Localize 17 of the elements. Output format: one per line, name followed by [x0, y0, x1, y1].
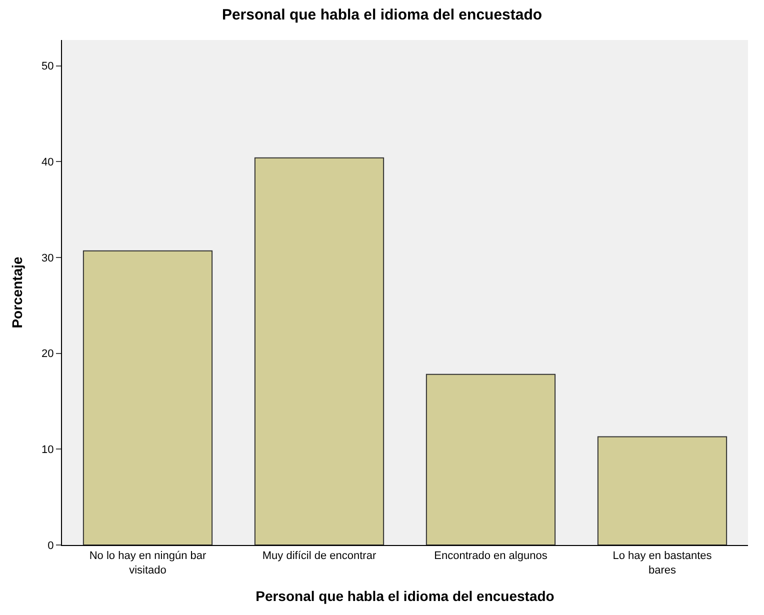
x-axis-title: Personal que habla el idioma del encuestado: [256, 588, 554, 604]
bar: [426, 374, 556, 545]
x-tick-label: Encontrado en algunos: [434, 550, 548, 562]
bar: [82, 250, 213, 545]
chart-title: Personal que habla el idioma del encuestado: [222, 6, 542, 24]
x-tick-label: Muy difícil de encontrar: [262, 550, 376, 562]
bar: [254, 157, 384, 545]
y-tick-label: 50: [42, 60, 54, 73]
bar: [597, 436, 728, 545]
x-tick-label: Lo hay en bastantes bares: [612, 550, 712, 576]
y-axis-title: Porcentaje: [9, 256, 26, 328]
y-tick-label: 10: [42, 444, 54, 456]
y-tick-label: 40: [42, 156, 54, 169]
y-tick-label: 20: [42, 348, 54, 360]
y-tick-label: 30: [42, 252, 54, 264]
y-tick-label: 0: [48, 540, 54, 552]
x-tick-label: No lo hay en ningún bar visitado: [89, 550, 206, 576]
